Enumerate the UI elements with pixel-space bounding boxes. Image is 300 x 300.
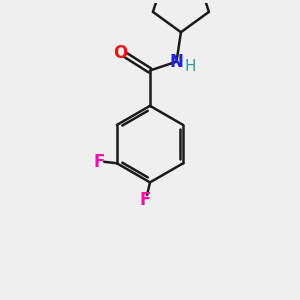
Text: O: O [113,44,128,62]
Text: N: N [169,53,183,71]
Text: F: F [94,153,105,171]
Text: H: H [185,59,197,74]
Text: F: F [140,191,151,209]
